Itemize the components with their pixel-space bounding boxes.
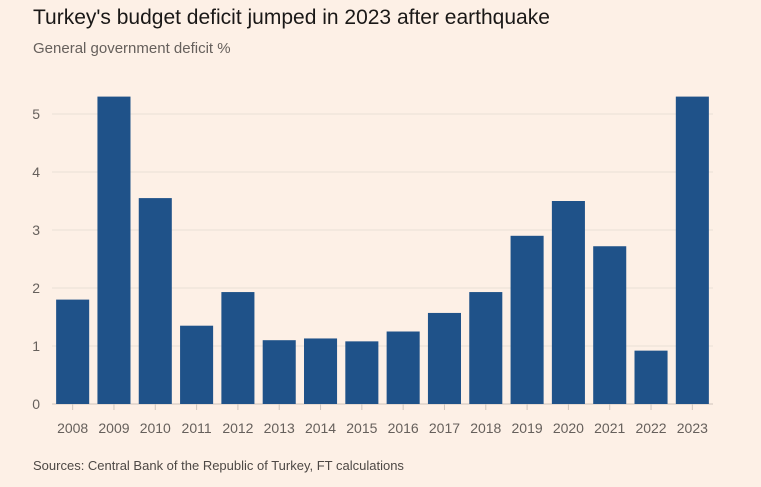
bar-2011 — [180, 325, 214, 404]
x-tick-label: 2017 — [429, 420, 460, 436]
x-tick-label: 2022 — [635, 420, 666, 436]
y-axis: 0 1 2 3 4 5 — [32, 106, 40, 412]
x-tick-label: 2012 — [222, 420, 253, 436]
x-tick-label: 2010 — [140, 420, 171, 436]
bar-2019 — [510, 235, 544, 404]
bar-2017 — [427, 312, 461, 404]
bar-2012 — [221, 292, 255, 404]
x-tick-label: 2013 — [264, 420, 295, 436]
y-tick-label: 2 — [32, 280, 40, 296]
x-tick-label: 2021 — [594, 420, 625, 436]
bar-2020 — [551, 201, 585, 404]
bar-2016 — [386, 331, 420, 404]
bar-2021 — [593, 246, 627, 404]
bar-2018 — [469, 292, 503, 404]
bar-2009 — [97, 96, 131, 404]
x-tick-label: 2019 — [512, 420, 543, 436]
x-tick-label: 2009 — [98, 420, 129, 436]
bar-2015 — [345, 341, 379, 404]
bar-2022 — [634, 350, 668, 404]
x-axis: 2008 2009 2010 2011 2012 2013 2014 2015 2016 2017… — [57, 404, 708, 436]
x-tick-label: 2018 — [470, 420, 501, 436]
x-tick-label: 2011 — [182, 420, 212, 436]
y-tick-label: 1 — [32, 338, 40, 354]
bar-2013 — [262, 340, 296, 404]
bar-2008 — [56, 299, 90, 404]
y-tick-label: 5 — [32, 106, 40, 122]
bar-2010 — [138, 198, 172, 404]
x-tick-label: 2014 — [305, 420, 336, 436]
x-tick-label: 2008 — [57, 420, 88, 436]
chart-source: Sources: Central Bank of the Republic of… — [33, 458, 404, 473]
bars — [56, 96, 709, 404]
y-tick-label: 4 — [32, 164, 40, 180]
chart-title: Turkey's budget deficit jumped in 2023 a… — [33, 6, 550, 29]
chart-subtitle: General government deficit % — [33, 40, 231, 57]
bar-2014 — [304, 338, 338, 404]
x-tick-label: 2023 — [677, 420, 708, 436]
bar-2023 — [675, 96, 709, 404]
x-tick-label: 2015 — [346, 420, 377, 436]
x-tick-label: 2016 — [388, 420, 419, 436]
y-tick-label: 3 — [32, 222, 40, 238]
y-tick-label: 0 — [32, 396, 40, 412]
x-tick-label: 2020 — [553, 420, 584, 436]
